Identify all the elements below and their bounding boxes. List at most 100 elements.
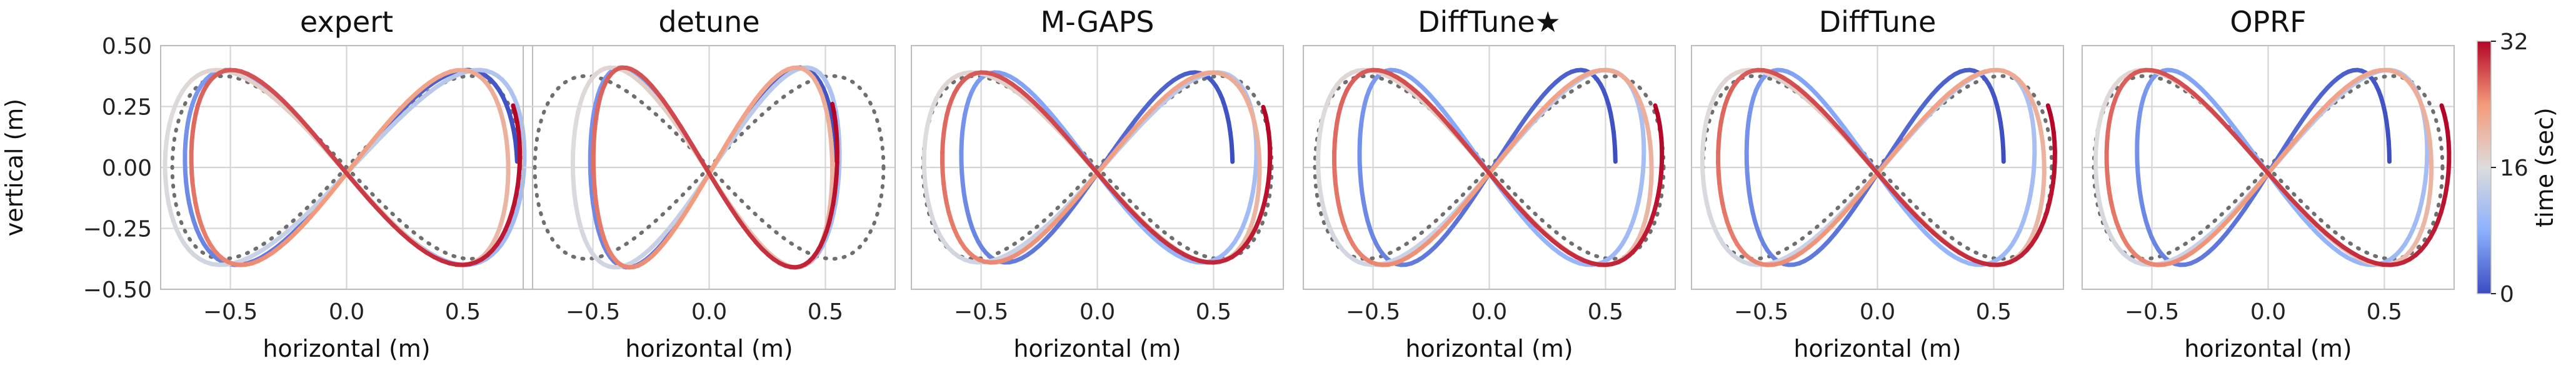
trajectory-segment <box>1465 144 1478 159</box>
trajectory-segment <box>331 154 344 170</box>
trajectory-segment <box>1852 144 1866 159</box>
trajectory-segment <box>1098 175 1112 190</box>
trajectory-segment <box>356 186 370 201</box>
reference-trajectory <box>1313 74 1666 261</box>
trajectory-segment <box>511 103 518 116</box>
x-axis-label: horizontal (m) <box>625 335 793 362</box>
colorbar-tick-label: 0 <box>2500 282 2514 307</box>
x-axis-label: horizontal (m) <box>1405 335 1573 362</box>
trajectory <box>570 65 842 270</box>
axes-frame <box>1303 45 1676 290</box>
trajectory-segment <box>2270 175 2283 190</box>
trajectory-segment <box>2288 196 2302 210</box>
trajectory <box>163 67 527 267</box>
trajectory-segment <box>2045 103 2053 116</box>
x-tick-label: −0.5 <box>954 299 1008 325</box>
x-tick-label: 0.0 <box>329 299 364 325</box>
trajectory-segment <box>1491 154 1505 170</box>
trajectory-segment <box>2439 103 2447 116</box>
trajectory-segment <box>1499 186 1513 201</box>
axes-frame <box>1691 45 2064 290</box>
x-tick-label: 0.5 <box>1588 299 1623 325</box>
panel-title: OPRF <box>2230 5 2306 39</box>
y-tick-label: 0.50 <box>102 34 152 59</box>
x-tick-label: 0.5 <box>808 299 843 325</box>
axes-frame <box>2082 45 2455 290</box>
x-tick-label: 0.5 <box>1976 299 2012 325</box>
x-tick-label: 0.5 <box>1196 299 1231 325</box>
trajectory <box>2093 67 2452 267</box>
x-tick-label: −0.5 <box>2125 299 2179 325</box>
x-axis-label: horizontal (m) <box>2184 335 2352 362</box>
panel-1: expert −0.5 0.0 0.5 horizontal (m) 0.50 0.25 0.… <box>1 5 533 362</box>
x-tick-label: 0.0 <box>1471 299 1507 325</box>
trajectory-segment <box>1090 165 1103 180</box>
y-axis-label: vertical (m) <box>1 99 28 236</box>
x-axis-label: horizontal (m) <box>1013 335 1181 362</box>
trajectory <box>1700 67 2057 267</box>
colorbar: 0 16 32 time (sec) <box>2477 29 2558 307</box>
trajectory-segment <box>1481 165 1495 180</box>
x-tick-label: −0.5 <box>566 299 620 325</box>
trajectory-segment <box>349 154 362 170</box>
trajectory-segment <box>357 144 370 159</box>
x-tick-label: 0.5 <box>445 299 481 325</box>
panel-3: M-GAPS −0.5 0.0 0.5 horizontal (m) <box>911 5 1284 362</box>
trajectory-segment <box>348 175 361 190</box>
panel-title: DiffTune★ <box>1418 5 1561 39</box>
panels-group: expert −0.5 0.0 0.5 horizontal (m) 0.50 0.25 0.… <box>1 5 2455 362</box>
x-tick-label: −0.5 <box>1734 299 1788 325</box>
x-axis-label: horizontal (m) <box>263 335 430 362</box>
trajectory <box>1316 67 1665 267</box>
trajectory-segment <box>369 134 383 149</box>
trajectory-segment <box>2270 154 2284 170</box>
panel-2: detune −0.5 0.0 0.5 horizontal (m) <box>523 5 896 362</box>
trajectory-segment <box>1473 154 1486 170</box>
y-tick-label: −0.25 <box>83 217 152 242</box>
trajectory-segment <box>2233 134 2247 149</box>
colorbar-gradient <box>2477 41 2492 294</box>
trajectory-segment <box>1843 134 1857 149</box>
trajectory-segment <box>1888 144 1902 159</box>
colorbar-label: time (sec) <box>2531 107 2558 227</box>
y-tick-label: −0.50 <box>83 277 152 303</box>
axes-frame <box>523 45 896 290</box>
panel-title: expert <box>300 5 393 39</box>
reference-trajectory <box>533 74 886 261</box>
x-tick-label: −0.5 <box>1346 299 1400 325</box>
panel-title: detune <box>658 5 759 39</box>
y-tick-label: 0.25 <box>102 95 152 121</box>
trajectory-segment <box>1880 154 1893 170</box>
trajectory-segment <box>1261 104 1268 117</box>
trajectory-segment <box>322 144 335 159</box>
panel-title: M-GAPS <box>1040 5 1154 39</box>
trajectory-segment <box>2279 144 2292 159</box>
trajectory <box>921 70 1273 265</box>
panel-title: DiffTune <box>1819 5 1937 39</box>
trajectory-segment <box>1863 175 1877 191</box>
trajectory-segment <box>301 206 316 219</box>
reference-trajectory <box>170 74 523 261</box>
trajectory-segment <box>1861 154 1875 170</box>
trajectory-segment <box>388 116 403 130</box>
trajectory-segment <box>378 125 393 139</box>
x-tick-label: 0.0 <box>2250 299 2286 325</box>
trajectory-segment <box>1653 103 1660 116</box>
trajectory-segment <box>2242 144 2256 159</box>
trajectory-segment <box>2252 154 2265 170</box>
x-tick-label: 0.0 <box>1860 299 1895 325</box>
panel-4: DiffTune★ −0.5 0.0 0.5 horizontal (m) <box>1303 5 1676 362</box>
trajectory-segment <box>1490 175 1504 190</box>
trajectory-segment <box>2253 175 2267 191</box>
trajectory-segment <box>2278 186 2293 201</box>
trajectory-segment <box>333 175 346 191</box>
colorbar-tick-label: 32 <box>2500 29 2528 55</box>
trajectory-segment <box>311 196 325 211</box>
panel-6: OPRF −0.5 0.0 0.5 horizontal (m) <box>2082 5 2455 362</box>
x-axis-label: horizontal (m) <box>1793 335 1961 362</box>
trajectory-segment <box>2260 165 2274 180</box>
x-tick-label: −0.5 <box>203 299 258 325</box>
trajectory-segment <box>1081 154 1095 170</box>
x-tick-label: 0.5 <box>2367 299 2402 325</box>
